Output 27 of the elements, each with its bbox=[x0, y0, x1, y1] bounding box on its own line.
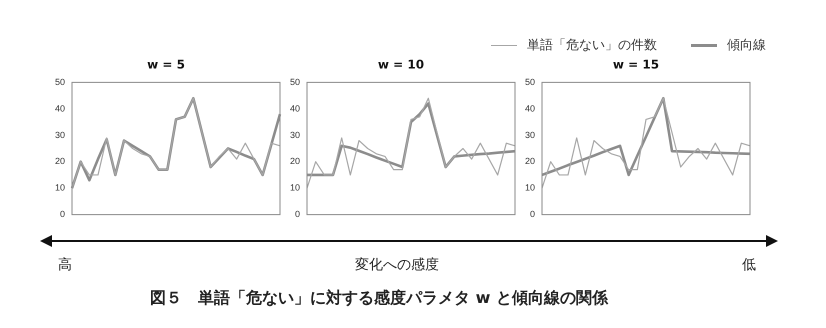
y-tick-label: 40 bbox=[524, 103, 536, 114]
chart-title: w = 5 bbox=[147, 57, 185, 72]
y-tick-label: 30 bbox=[524, 130, 536, 140]
y-tick-label: 10 bbox=[54, 182, 66, 193]
y-tick-label: 50 bbox=[524, 76, 536, 87]
y-tick-label: 20 bbox=[290, 156, 300, 166]
y-tick-label: 50 bbox=[54, 76, 66, 87]
y-tick-label: 0 bbox=[294, 209, 300, 220]
y-tick-label: 40 bbox=[54, 103, 66, 114]
chart-title: w = 10 bbox=[378, 57, 424, 72]
y-tick-label: 30 bbox=[290, 130, 300, 140]
legend-label: 単語「危ない」の件数 bbox=[526, 37, 657, 54]
y-tick-label: 30 bbox=[54, 130, 66, 140]
text: 高 bbox=[58, 256, 72, 274]
y-tick-label: 10 bbox=[290, 182, 300, 193]
y-tick-label: 20 bbox=[524, 156, 536, 166]
text: 変化への感度 bbox=[355, 256, 439, 274]
y-tick-label: 10 bbox=[524, 182, 536, 193]
y-tick-label: 0 bbox=[60, 209, 66, 220]
y-tick-label: 40 bbox=[290, 103, 300, 114]
y-tick-label: 20 bbox=[54, 156, 66, 166]
y-tick-label: 50 bbox=[290, 76, 300, 87]
legend-label: 傾向線 bbox=[726, 37, 766, 54]
y-tick-label: 0 bbox=[530, 209, 536, 220]
caption: 図５ 単語「危ない」に対する感度パラメタ w と傾向線の関係 bbox=[150, 288, 608, 309]
text: 低 bbox=[742, 256, 756, 274]
chart-title: w = 15 bbox=[612, 57, 660, 72]
